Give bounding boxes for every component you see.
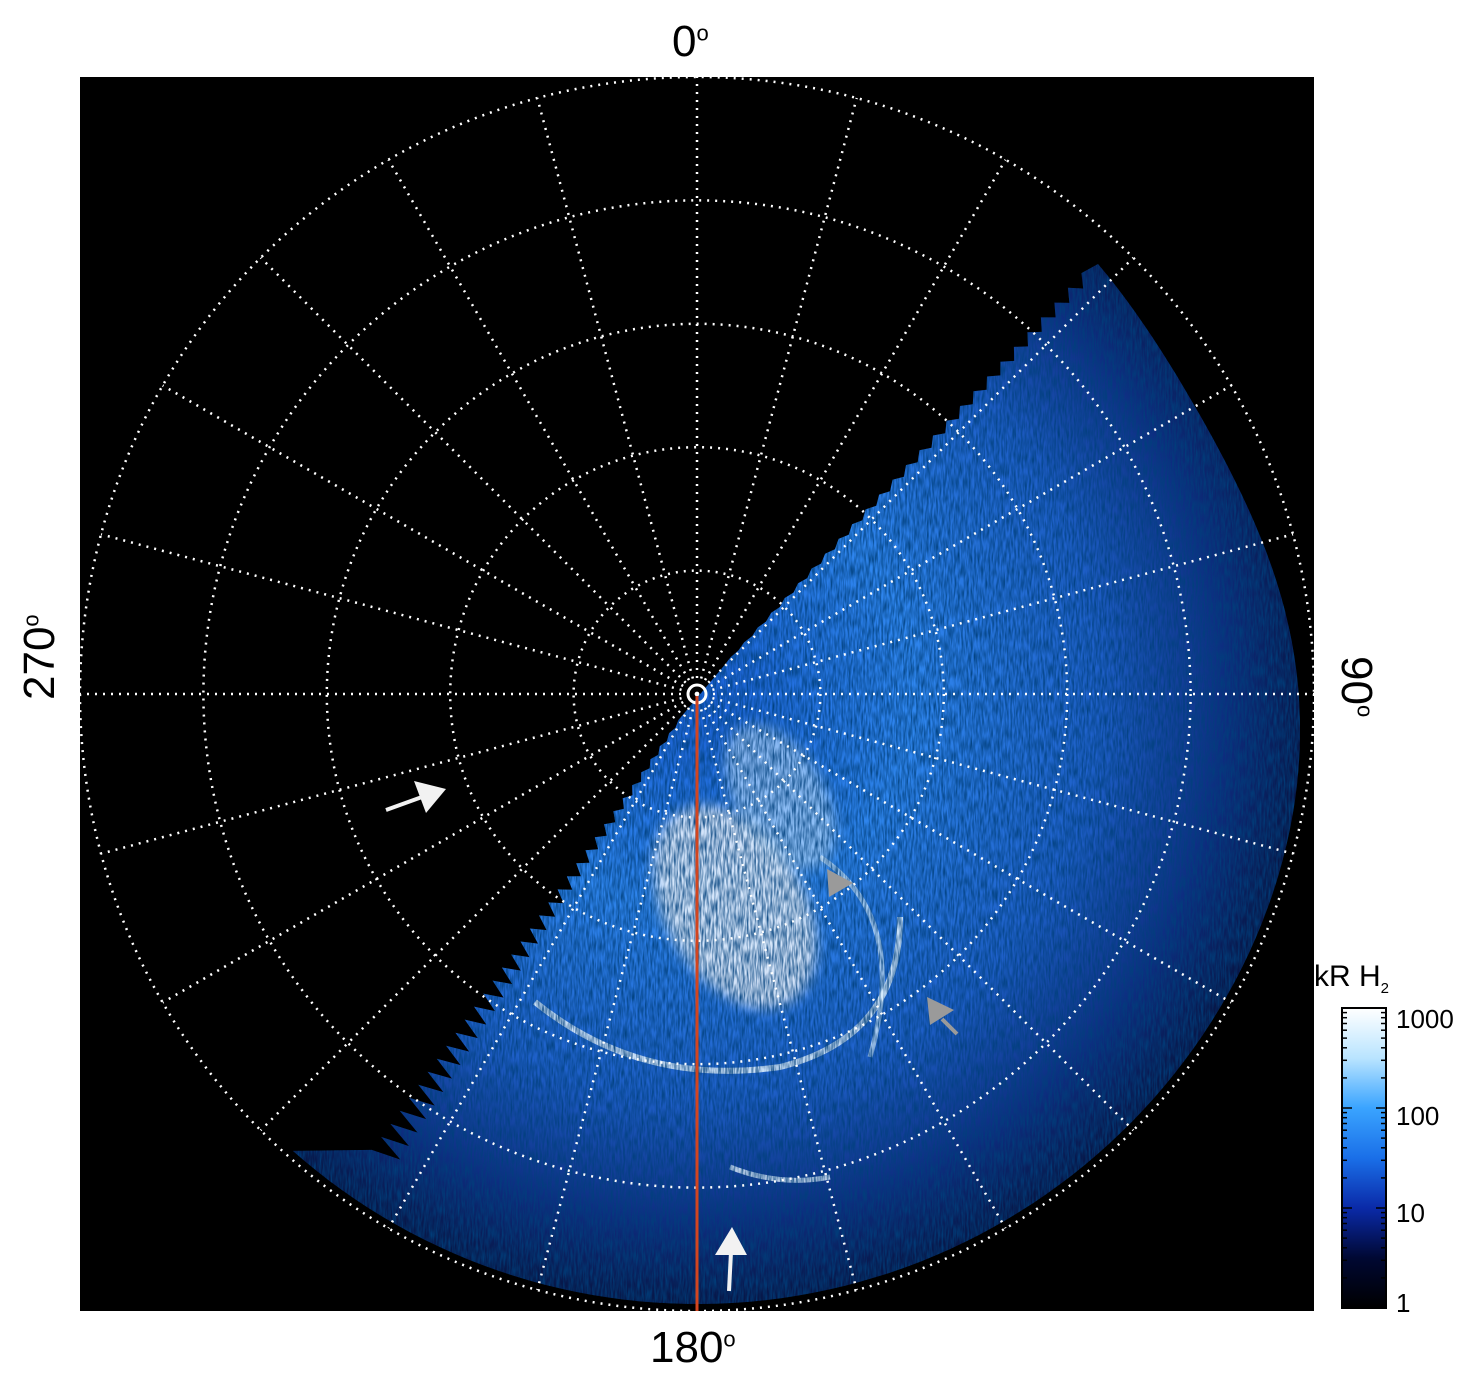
white-arrow-left xyxy=(385,781,446,813)
latitude-circle xyxy=(325,322,1069,1066)
latitude-circle xyxy=(202,199,1192,1189)
azimuth-label-0: 0o xyxy=(672,17,709,66)
colorbar-tick-label: 100 xyxy=(1396,1101,1440,1131)
gray-arrow-lower xyxy=(927,997,959,1036)
gray-arrow-upper xyxy=(827,869,853,897)
colorbar-gradient xyxy=(1341,1007,1387,1309)
colorbar-title: kR H2 xyxy=(1314,960,1390,997)
colorbar xyxy=(1341,1007,1387,1309)
white-arrow-bottom xyxy=(715,1227,747,1292)
azimuth-label-90: 90o xyxy=(1332,656,1381,718)
colorbar-tick-label: 1 xyxy=(1396,1288,1411,1318)
azimuth-label-180: 180o xyxy=(650,1323,736,1372)
colorbar-tick-label: 10 xyxy=(1396,1198,1425,1228)
colorbar-tick-label: 1000 xyxy=(1396,1004,1454,1034)
polar-aurora-image xyxy=(80,77,1314,1311)
azimuth-label-270: 270o xyxy=(15,614,64,700)
